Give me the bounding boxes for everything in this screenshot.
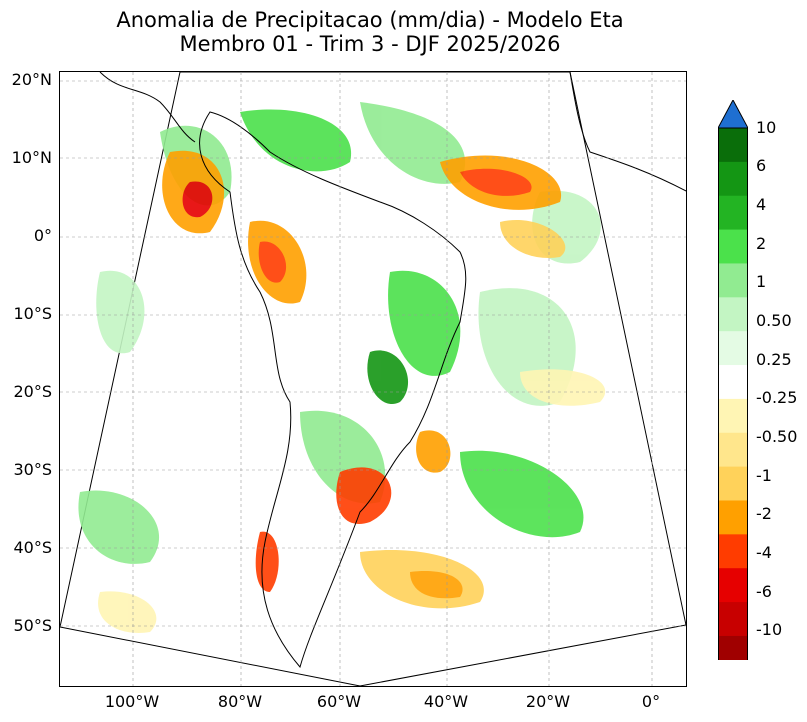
colorbar-segment xyxy=(718,297,748,332)
lat-label-20s: 20°S xyxy=(13,382,52,401)
lat-label-40s: 40°S xyxy=(13,538,52,557)
lat-label-30s: 30°S xyxy=(13,460,52,479)
colorbar-label: 1 xyxy=(756,272,767,291)
colorbar-segment xyxy=(718,432,748,468)
colorbar-segment xyxy=(718,331,748,366)
lat-label-0: 0° xyxy=(33,226,52,245)
map-title-line2: Membro 01 - Trim 3 - DJF 2025/2026 xyxy=(179,32,561,56)
lat-label-50s: 50°S xyxy=(13,616,52,635)
south-america-coastline xyxy=(199,111,467,669)
lat-label-10n: 10°N xyxy=(11,148,52,167)
colorbar-label: 4 xyxy=(756,195,767,214)
colorbar-segment xyxy=(718,602,748,637)
colorbar-label: -1 xyxy=(756,466,772,485)
lon-label-0: 0° xyxy=(641,692,661,711)
africa-coastline xyxy=(569,72,686,192)
colorbar-segment xyxy=(718,161,748,197)
colorbar-segment xyxy=(718,398,748,434)
map-panel xyxy=(59,71,687,687)
north-america-coastline xyxy=(99,72,196,143)
map-canvas xyxy=(60,72,686,686)
lat-label-20n: 20°N xyxy=(11,70,52,89)
colorbar-segment xyxy=(718,534,748,569)
colorbar-label: -10 xyxy=(756,620,783,639)
graticule xyxy=(60,72,686,686)
colorbar-segment xyxy=(718,263,748,298)
lon-label-100w: 100°W xyxy=(104,692,160,711)
colorbar-label: 6 xyxy=(756,156,767,175)
colorbar-segment xyxy=(718,195,748,231)
colorbar-segment xyxy=(718,365,748,400)
lon-label-20w: 20°W xyxy=(525,692,571,711)
colorbar-label: 0.50 xyxy=(756,311,792,330)
colorbar-segment xyxy=(718,635,748,660)
colorbar-over-arrow xyxy=(718,100,748,129)
colorbar-label: 2 xyxy=(756,234,767,253)
lon-label-80w: 80°W xyxy=(217,692,263,711)
map-title-line1: Anomalia de Precipitacao (mm/dia) - Mode… xyxy=(116,8,624,32)
colorbar-label: 0.25 xyxy=(756,350,792,369)
colorbar-label: -4 xyxy=(756,543,772,562)
colorbar-segment xyxy=(718,229,748,264)
colorbar-segment xyxy=(718,128,748,163)
colorbar-label: 10 xyxy=(756,118,777,137)
lon-label-60w: 60°W xyxy=(316,692,362,711)
colorbar-outline xyxy=(718,127,748,660)
colorbar-segment xyxy=(718,568,748,603)
colorbar-label: -0.50 xyxy=(756,427,798,446)
colorbar-segment xyxy=(718,500,748,535)
colorbar-segment xyxy=(718,466,748,501)
lat-label-10s: 10°S xyxy=(13,304,52,323)
lon-label-40w: 40°W xyxy=(423,692,469,711)
colorbar xyxy=(718,100,748,660)
colorbar-label: -6 xyxy=(756,582,772,601)
colorbar-label: -0.25 xyxy=(756,388,798,407)
colorbar-label: -2 xyxy=(756,504,772,523)
